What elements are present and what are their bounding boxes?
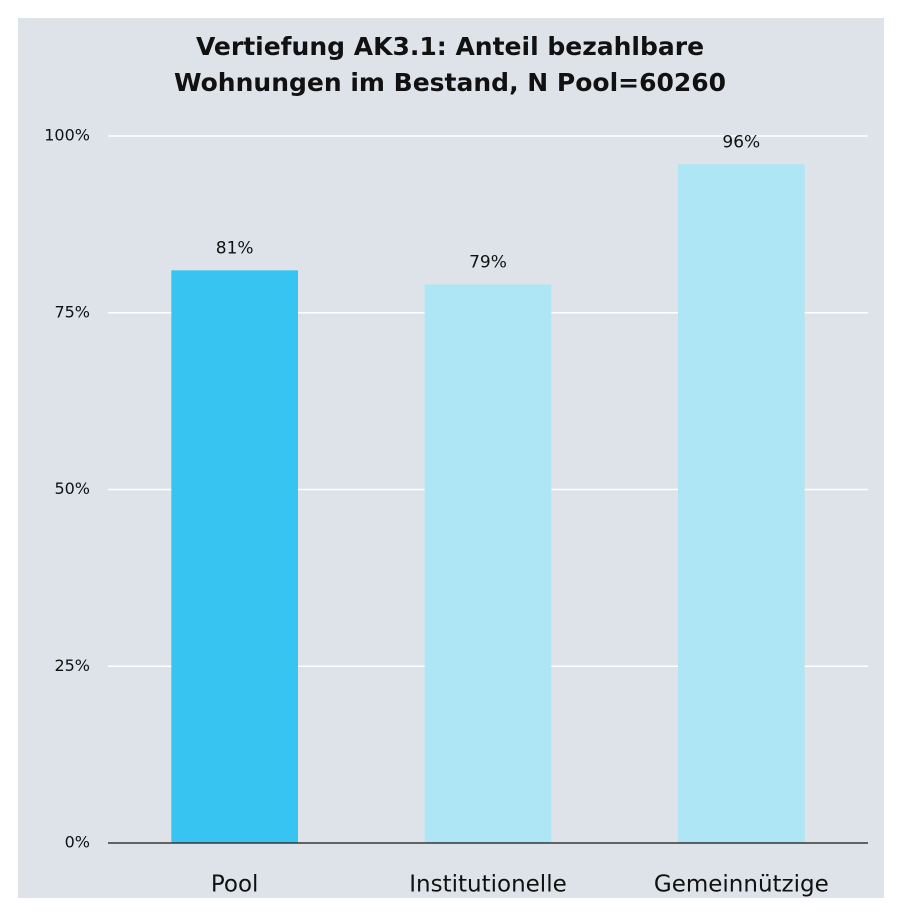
bar bbox=[171, 270, 298, 844]
y-tick-label: 0% bbox=[65, 833, 90, 852]
value-label: 81% bbox=[216, 238, 254, 258]
value-label: 96% bbox=[722, 132, 760, 152]
chart-title: Vertiefung AK3.1: Anteil bezahlbare bbox=[196, 32, 704, 61]
chart-title: Wohnungen im Bestand, N Pool=60260 bbox=[174, 68, 726, 97]
value-label: 79% bbox=[469, 252, 507, 272]
y-tick-label: 100% bbox=[44, 126, 90, 145]
y-tick-label: 25% bbox=[54, 656, 90, 675]
bar bbox=[678, 164, 805, 843]
bar bbox=[424, 284, 552, 844]
x-tick-label: Gemeinnützige bbox=[654, 872, 829, 898]
x-tick-label: Pool bbox=[211, 872, 259, 898]
y-tick-label: 50% bbox=[54, 479, 90, 498]
y-tick-label: 75% bbox=[54, 302, 90, 321]
x-tick-label: Institutionelle bbox=[409, 872, 567, 898]
